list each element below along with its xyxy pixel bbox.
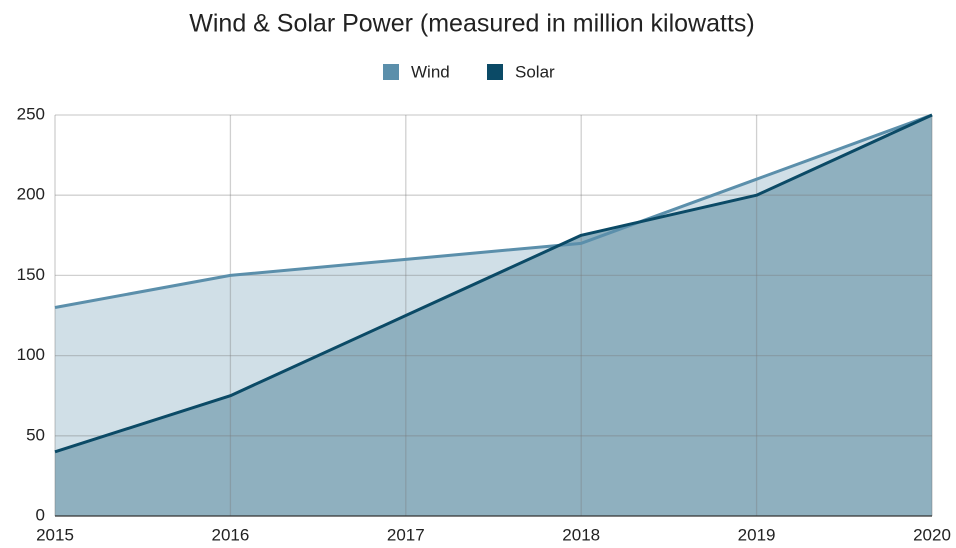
line xyxy=(54,113,933,454)
x-tick-label: 2019 xyxy=(738,525,776,544)
x-tick-label: 2018 xyxy=(562,525,600,544)
legend-label: Solar xyxy=(515,62,555,81)
x-tick-label: 2020 xyxy=(913,525,951,544)
x-tick-label: 2017 xyxy=(387,525,425,544)
legend-swatch xyxy=(487,64,503,80)
x-tick-label: 2015 xyxy=(36,525,74,544)
y-tick-label: 250 xyxy=(17,104,45,123)
area xyxy=(55,115,932,516)
x-tick-label: 2016 xyxy=(211,525,249,544)
y-tick-label: 0 xyxy=(36,505,45,524)
line xyxy=(54,113,933,309)
y-tick-label: 50 xyxy=(26,425,45,444)
y-tick-label: 200 xyxy=(17,185,45,204)
legend-swatch xyxy=(383,64,399,80)
y-tick-label: 150 xyxy=(17,265,45,284)
y-tick-label: 100 xyxy=(17,345,45,364)
chart-title: Wind & Solar Power (measured in million … xyxy=(189,10,754,38)
legend-label: Wind xyxy=(411,62,450,81)
